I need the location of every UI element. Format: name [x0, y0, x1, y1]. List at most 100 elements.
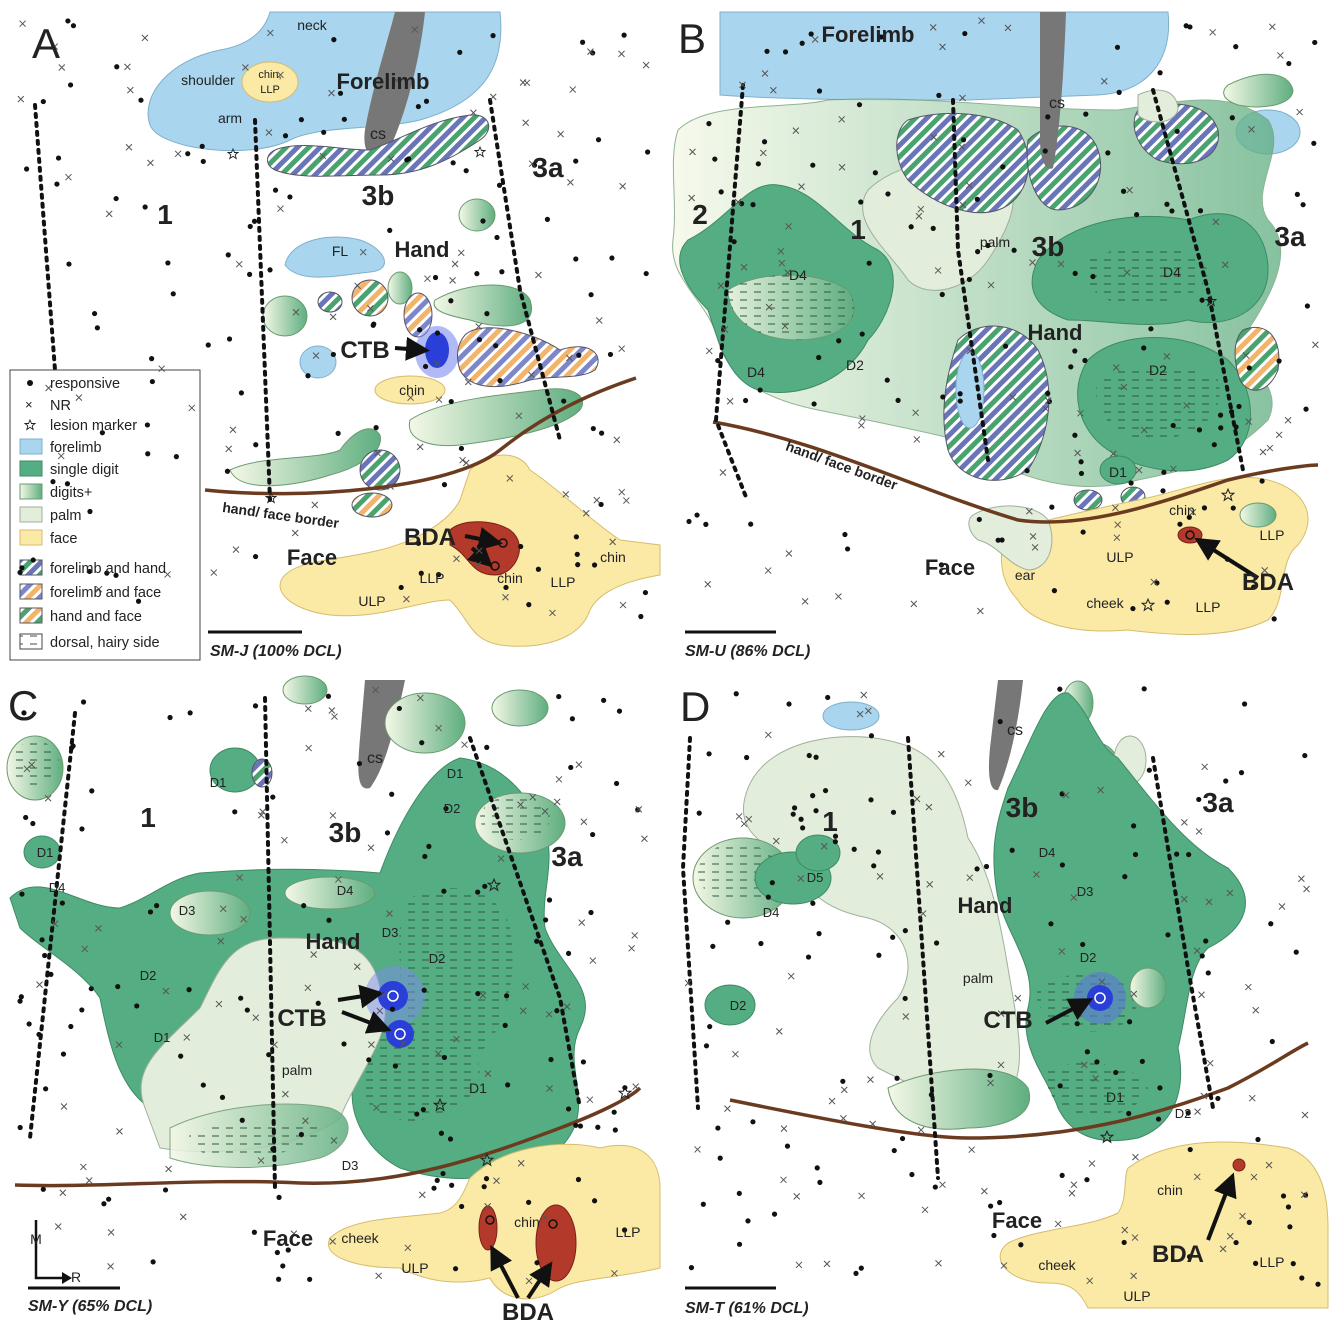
responsive-site [1127, 1019, 1132, 1024]
responsive-site [389, 792, 394, 797]
nr-site [570, 87, 576, 93]
map-label: D4 [1039, 845, 1056, 860]
nr-site [226, 446, 232, 452]
map-label: D2 [444, 801, 461, 816]
responsive-site [807, 753, 812, 758]
nr-site [724, 1106, 730, 1112]
responsive-site [712, 156, 717, 161]
map-label: 3b [362, 180, 395, 211]
responsive-site [599, 431, 604, 436]
responsive-site [1247, 1220, 1252, 1225]
responsive-site [18, 1125, 23, 1130]
responsive-site [1090, 274, 1095, 279]
map-label: BDA [1152, 1241, 1204, 1268]
responsive-site [1134, 212, 1139, 217]
nr-site [60, 1190, 66, 1196]
map-label: Face [925, 555, 975, 580]
responsive-site [422, 854, 427, 859]
panel-c: CSM-Y (65% DCL)cs13b3aD1D1D2D1D4D4D3Hand… [7, 676, 660, 1326]
responsive-site [962, 31, 967, 36]
responsive-site [24, 166, 29, 171]
responsive-site [1223, 778, 1228, 783]
nr-site [938, 751, 944, 757]
nr-site [424, 276, 430, 282]
map-label: D4 [763, 905, 780, 920]
responsive-site [227, 336, 232, 341]
map-label: D4 [789, 267, 807, 283]
map-label: D2 [1080, 950, 1097, 965]
responsive-site [573, 256, 578, 261]
responsive-site [484, 1176, 489, 1181]
responsive-site [590, 832, 595, 837]
responsive-site [266, 1052, 271, 1057]
responsive-site [426, 844, 431, 849]
nr-site [180, 1214, 186, 1220]
nr-site [106, 211, 112, 217]
responsive-site [441, 889, 446, 894]
responsive-site [1161, 470, 1166, 475]
nr-site [1132, 1154, 1138, 1160]
responsive-site [1078, 459, 1083, 464]
responsive-site [543, 917, 548, 922]
nr-site [417, 444, 423, 450]
scale-label: SM-U (86% DCL) [685, 643, 810, 660]
map-label: D1 [210, 775, 227, 790]
responsive-site [1239, 770, 1244, 775]
nr-site [490, 94, 496, 100]
nr-site [1202, 764, 1208, 770]
responsive-site [201, 159, 206, 164]
responsive-site [299, 117, 304, 122]
responsive-site [31, 557, 36, 562]
responsive-site [114, 196, 119, 201]
responsive-site [253, 703, 258, 708]
responsive-site [220, 1095, 225, 1100]
responsive-site [1105, 150, 1110, 155]
nr-site [86, 1178, 92, 1184]
responsive-site [772, 1212, 777, 1217]
responsive-site [596, 137, 601, 142]
responsive-site [574, 534, 579, 539]
responsive-site [840, 1079, 845, 1084]
responsive-site [997, 1200, 1002, 1205]
legend-label: face [50, 531, 77, 547]
nr-site [1267, 445, 1273, 451]
responsive-site [825, 695, 830, 700]
nr-site [765, 568, 771, 574]
nr-site [277, 206, 283, 212]
responsive-site [1305, 303, 1310, 308]
responsive-site [1156, 1116, 1161, 1121]
nr-site [147, 160, 153, 166]
map-label: D2 [140, 968, 157, 983]
responsive-site [1141, 345, 1146, 350]
nr-site [629, 945, 635, 951]
responsive-site [556, 694, 561, 699]
responsive-site [1200, 953, 1205, 958]
nr-site [116, 1128, 122, 1134]
responsive-site [477, 337, 482, 342]
responsive-site [87, 509, 92, 514]
responsive-site [1085, 1049, 1090, 1054]
nr-site [765, 732, 771, 738]
responsive-site [561, 398, 566, 403]
responsive-site [534, 939, 539, 944]
responsive-site [766, 895, 771, 900]
figure: × responsiveNRlesion markerforelimbsingl… [0, 0, 1337, 1334]
responsive-site [595, 1125, 600, 1130]
responsive-site [644, 271, 649, 276]
responsive-site [701, 1202, 706, 1207]
responsive-site [1199, 298, 1204, 303]
responsive-site [79, 1007, 84, 1012]
responsive-site [186, 987, 191, 992]
responsive-site [900, 1136, 905, 1141]
responsive-site [1147, 768, 1152, 773]
map-label: 1 [140, 802, 156, 833]
map-label: BDA [502, 1299, 554, 1326]
responsive-site [151, 1259, 156, 1264]
responsive-site [534, 1260, 539, 1265]
nr-site [458, 250, 464, 256]
responsive-site [1072, 433, 1077, 438]
responsive-site [609, 255, 614, 260]
responsive-site [145, 422, 150, 427]
responsive-site [1045, 391, 1050, 396]
